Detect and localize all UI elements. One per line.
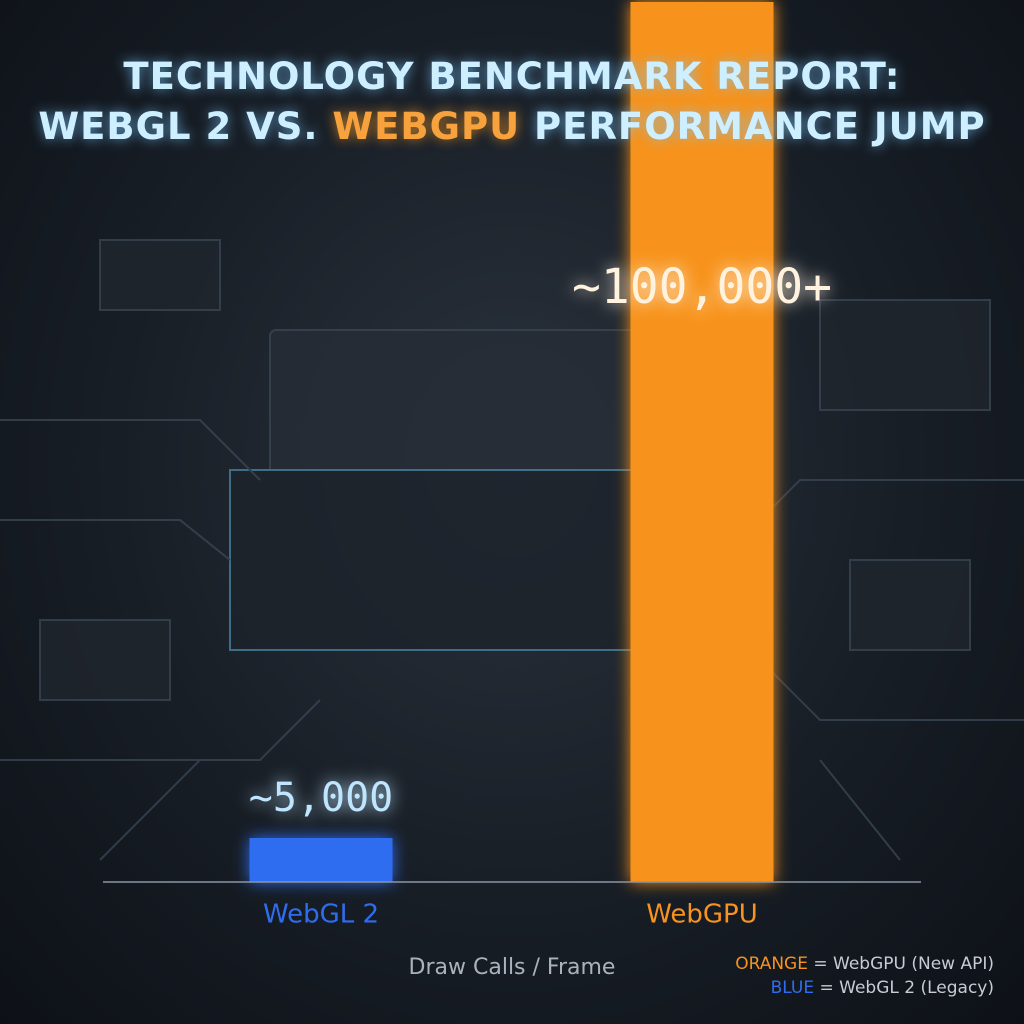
title-part: PERFORMANCE JUMP bbox=[534, 105, 986, 148]
legend-label: = WebGPU (New API) bbox=[813, 954, 994, 974]
x-tick-label: WebGL 2 bbox=[263, 900, 379, 930]
title-part: TECHNOLOGY BENCHMARK REPORT: bbox=[123, 55, 901, 98]
circuit-decoration bbox=[0, 239, 1024, 861]
value-label: ~100,000+ bbox=[572, 259, 832, 315]
x-tick-label: WebGPU bbox=[646, 900, 758, 930]
legend-key: BLUE bbox=[770, 978, 815, 998]
legend-label: = WebGL 2 (Legacy) bbox=[819, 978, 995, 998]
value-label: ~5,000 bbox=[249, 775, 394, 821]
chart-title: TECHNOLOGY BENCHMARK REPORT: WEBGL 2 VS. … bbox=[0, 52, 1024, 152]
legend-key: ORANGE bbox=[735, 954, 808, 974]
legend-entry: BLUE = WebGL 2 (Legacy) bbox=[735, 976, 994, 1000]
legend-entry: ORANGE = WebGPU (New API) bbox=[735, 952, 994, 976]
title-highlight: WEBGPU bbox=[332, 105, 521, 148]
x-axis-label: Draw Calls / Frame bbox=[409, 955, 616, 980]
bar bbox=[249, 838, 393, 882]
legend: ORANGE = WebGPU (New API) BLUE = WebGL 2 … bbox=[735, 952, 994, 1000]
title-part: WEBGL 2 VS. bbox=[38, 105, 319, 148]
bar bbox=[630, 2, 774, 882]
